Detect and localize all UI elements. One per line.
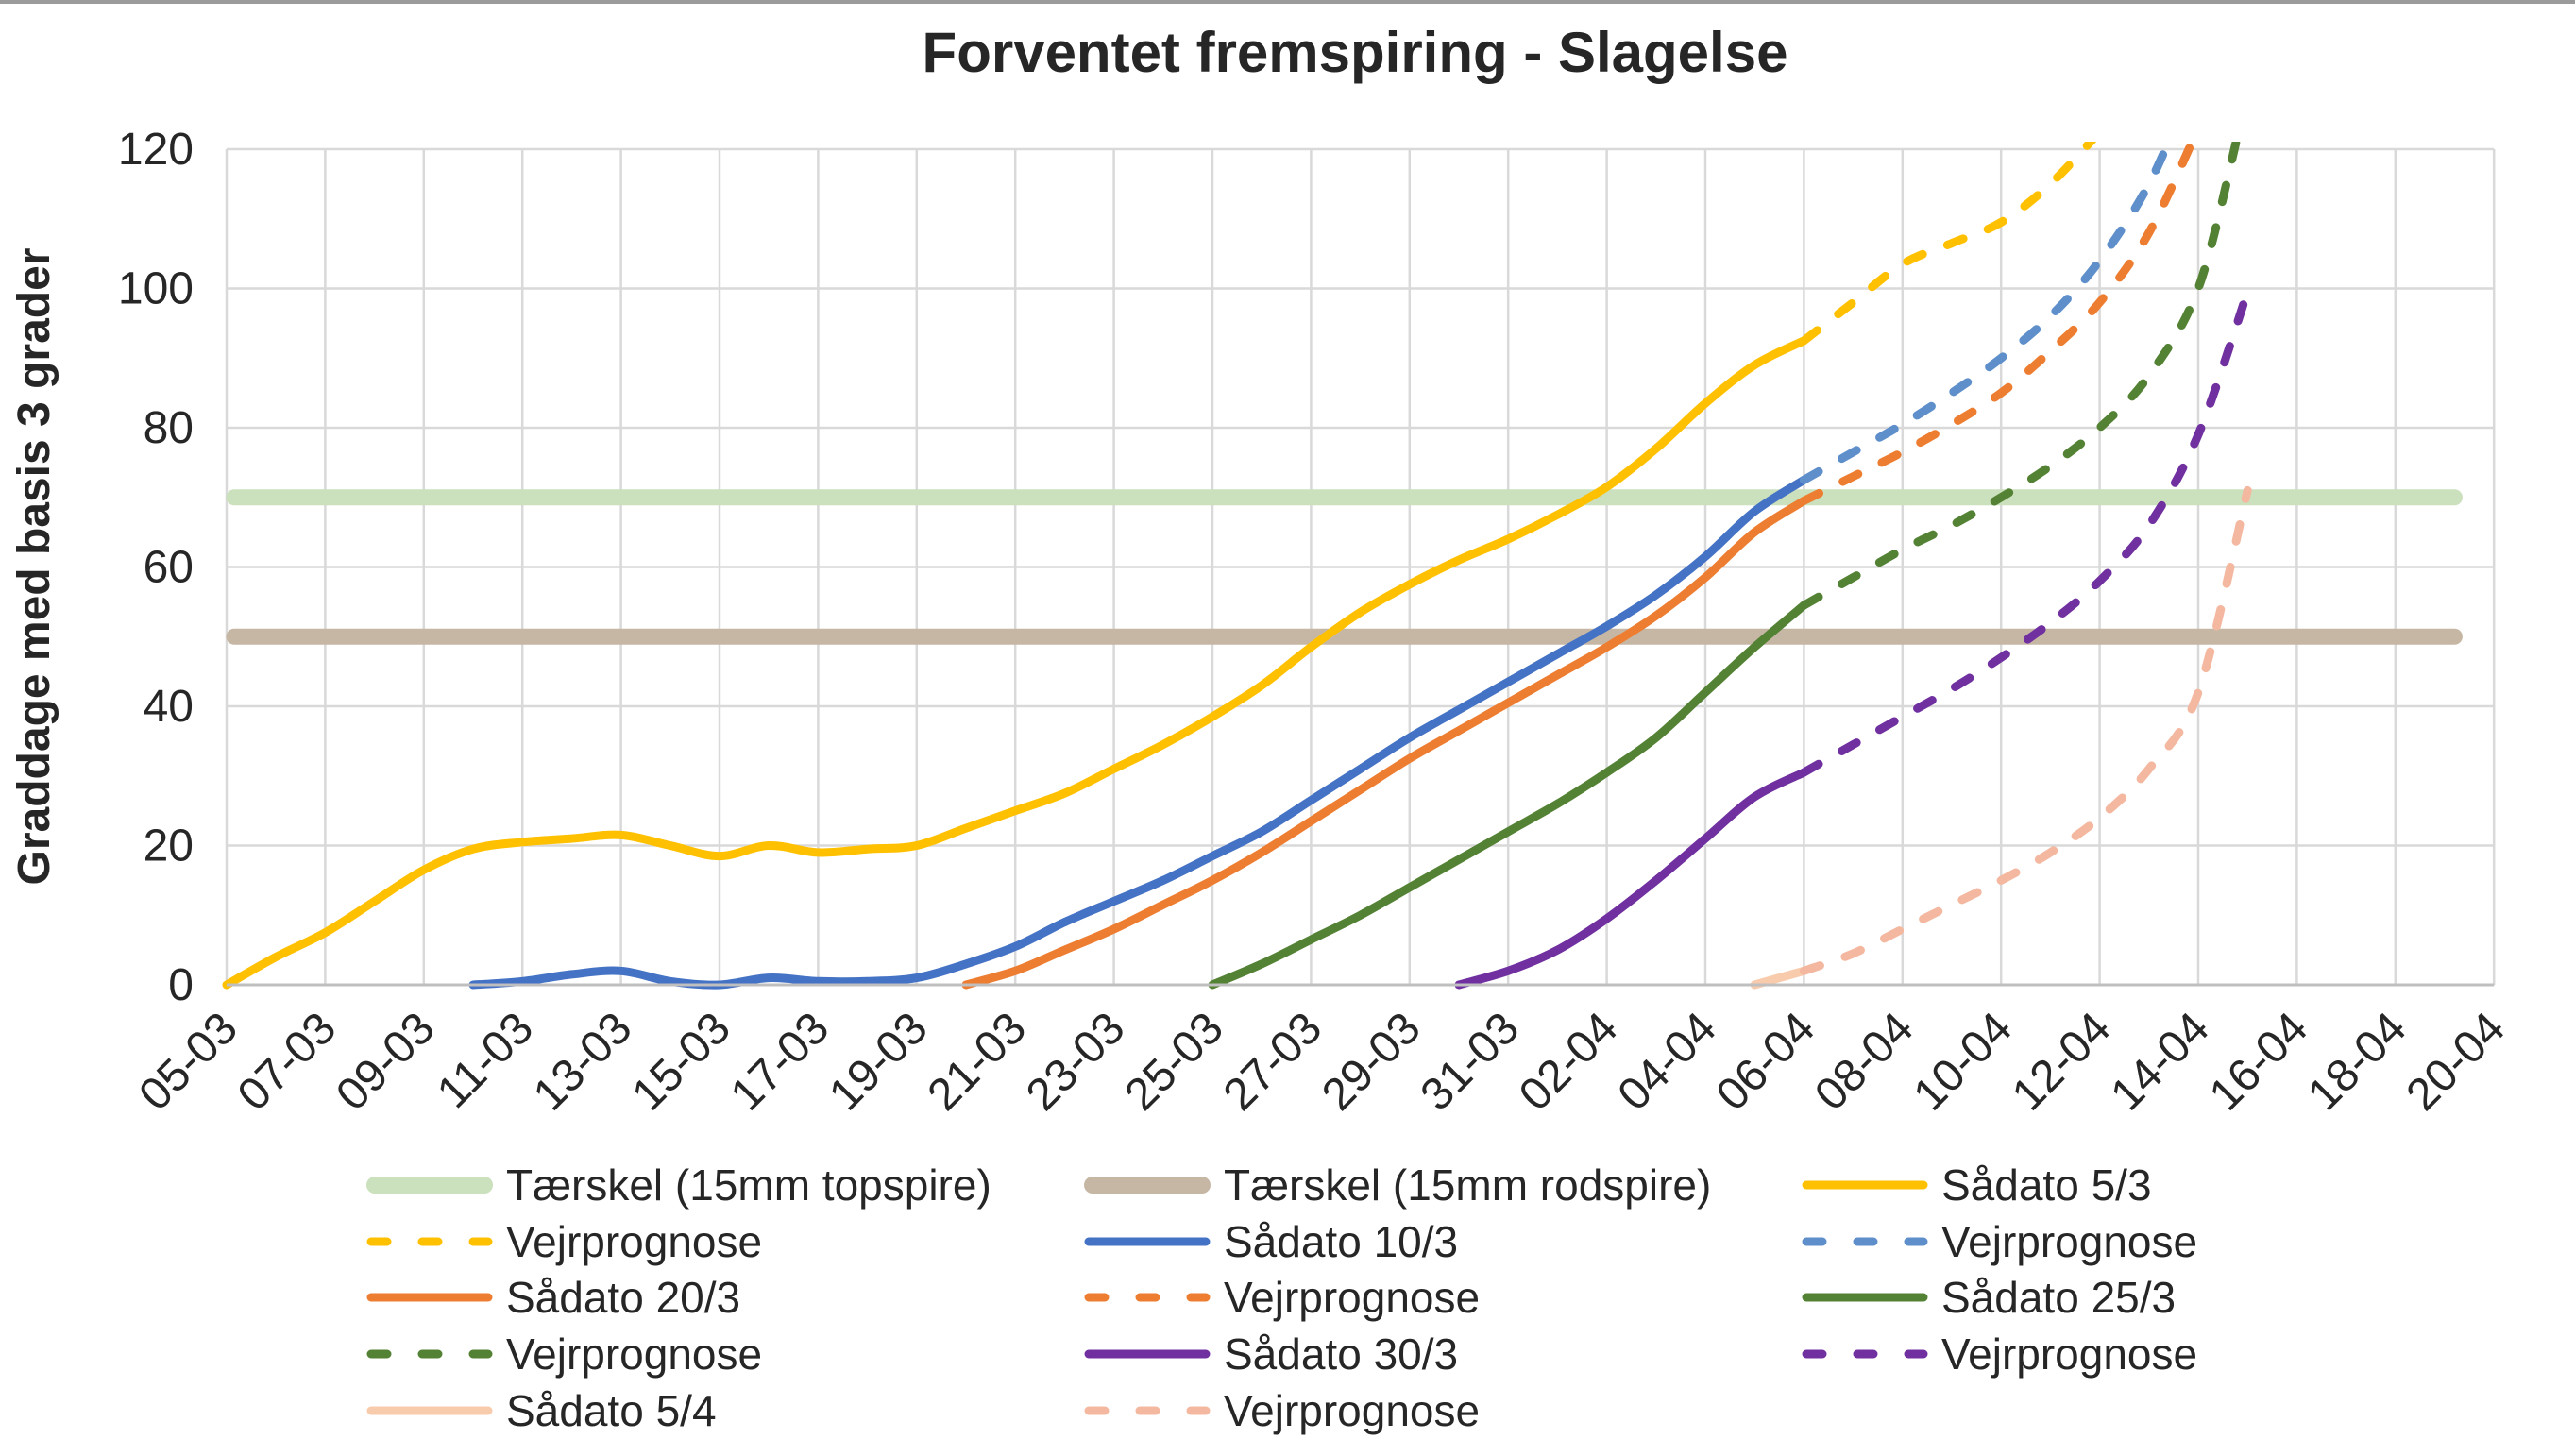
x-tick-label-19-03: 19-03 <box>820 1003 937 1120</box>
legend-label: Sådato 5/3 <box>1941 1160 2152 1210</box>
x-tick-label-12-04: 12-04 <box>2003 1003 2120 1120</box>
legend-label: Vejrprognose <box>506 1217 762 1266</box>
x-axis-tick-labels: 05-0307-0309-0311-0313-0315-0317-0319-03… <box>129 1003 2514 1120</box>
x-tick-label-02-04: 02-04 <box>1510 1003 1627 1120</box>
series-vejrprognose-forecast-9 <box>1799 142 2241 610</box>
chart-legend: Tærskel (15mm topspire) Tærskel (15mm rod… <box>366 1160 2197 1435</box>
y-tick-label-120: 120 <box>118 125 194 175</box>
x-tick-label-20-04: 20-04 <box>2397 1003 2515 1120</box>
series-s-dato-30-3 <box>1454 768 1808 990</box>
legend-label: Vejrprognose <box>1941 1329 2197 1379</box>
series-vejrprognose-forecast-10 <box>1799 287 2252 777</box>
legend-label: Vejrprognose <box>1224 1273 1480 1322</box>
y-tick-label-60: 60 <box>144 543 194 593</box>
legend-item-s-dato-30-3-10: Sådato 30/3 <box>1084 1329 1458 1379</box>
x-tick-label-21-03: 21-03 <box>919 1003 1036 1120</box>
legend-item-vejrprognose-3: Vejrprognose <box>366 1217 762 1266</box>
y-tick-label-100: 100 <box>118 264 194 314</box>
x-tick-label-09-03: 09-03 <box>327 1003 444 1120</box>
legend-label: Sådato 30/3 <box>1224 1329 1458 1379</box>
legend-item-s-dato-5-4-12: Sådato 5/4 <box>366 1386 717 1435</box>
x-tick-label-07-03: 07-03 <box>229 1003 346 1120</box>
y-tick-label-20: 20 <box>144 821 194 872</box>
legend-item-s-dato-5-3-2: Sådato 5/3 <box>1802 1160 2152 1210</box>
x-tick-label-27-03: 27-03 <box>1214 1003 1331 1120</box>
series-s-dato-10-3 <box>468 475 1808 990</box>
x-tick-label-05-03: 05-03 <box>129 1003 246 1120</box>
y-axis-tick-labels: 0 20 40 60 80 100 120 <box>118 125 194 1010</box>
legend-item-t-rskel-15mm-topspire-0: Tærskel (15mm topspire) <box>366 1160 991 1210</box>
x-tick-label-18-04: 18-04 <box>2298 1003 2415 1120</box>
x-tick-label-15-03: 15-03 <box>622 1003 739 1120</box>
x-tick-label-11-03: 11-03 <box>428 1003 543 1118</box>
legend-item-t-rskel-15mm-rodspire-1: Tærskel (15mm rodspire) <box>1084 1160 1711 1210</box>
legend-label: Vejrprognose <box>506 1329 762 1379</box>
legend-item-s-dato-20-3-6: Sådato 20/3 <box>366 1273 740 1322</box>
series-vejrprognose-forecast-11 <box>1799 485 2252 975</box>
series-s-dato-5-3 <box>222 336 1808 990</box>
legend-item-s-dato-10-3-4: Sådato 10/3 <box>1084 1217 1458 1266</box>
x-tick-label-13-03: 13-03 <box>524 1003 641 1120</box>
threshold-bands <box>226 489 2463 645</box>
legend-label: Tærskel (15mm topspire) <box>506 1160 991 1210</box>
legend-label: Vejrprognose <box>1941 1217 2197 1266</box>
series-s-dato-20-3 <box>961 496 1808 990</box>
x-tick-label-25-03: 25-03 <box>1115 1003 1232 1120</box>
x-tick-label-31-03: 31-03 <box>1412 1003 1529 1120</box>
legend-item-vejrprognose-5: Vejrprognose <box>1802 1217 2197 1266</box>
legend-label: Vejrprognose <box>1224 1386 1480 1435</box>
x-tick-label-23-03: 23-03 <box>1017 1003 1134 1120</box>
y-tick-label-0: 0 <box>168 960 194 1010</box>
legend-item-vejrprognose-9: Vejrprognose <box>366 1329 762 1379</box>
legend-label: Sådato 5/4 <box>506 1386 717 1435</box>
y-tick-label-80: 80 <box>144 403 194 453</box>
legend-label: Sådato 20/3 <box>506 1273 740 1322</box>
x-tick-label-04-04: 04-04 <box>1608 1003 1725 1120</box>
legend-item-vejrprognose-7: Vejrprognose <box>1084 1273 1480 1322</box>
x-tick-label-08-04: 08-04 <box>1805 1003 1923 1120</box>
legend-label: Tærskel (15mm rodspire) <box>1224 1160 1711 1210</box>
x-tick-label-17-03: 17-03 <box>721 1003 839 1120</box>
legend-item-s-dato-25-3-8: Sådato 25/3 <box>1802 1273 2176 1322</box>
series-s-dato-25-3 <box>1208 601 1808 990</box>
x-tick-label-29-03: 29-03 <box>1313 1003 1430 1120</box>
gridlines <box>225 147 2496 987</box>
series-vejrprognose-forecast-7 <box>1799 142 2174 484</box>
x-tick-label-16-04: 16-04 <box>2200 1003 2317 1120</box>
series-vejrprognose-forecast-6 <box>1799 142 2097 346</box>
legend-item-vejrprognose-11: Vejrprognose <box>1802 1329 2197 1379</box>
data-series <box>222 142 2252 990</box>
legend-label: Sådato 25/3 <box>1941 1273 2176 1322</box>
window-top-edge <box>0 0 2575 4</box>
y-tick-label-40: 40 <box>144 682 194 732</box>
series-vejrprognose-forecast-8 <box>1799 142 2197 505</box>
chart-title: Forventet fremspiring - Slagelse <box>923 21 1788 84</box>
y-axis-title: Graddage med basis 3 grader <box>9 248 59 886</box>
legend-label: Sådato 10/3 <box>1224 1217 1458 1266</box>
x-tick-label-10-04: 10-04 <box>1905 1003 2022 1120</box>
x-tick-label-14-04: 14-04 <box>2101 1003 2218 1120</box>
legend-item-vejrprognose-13: Vejrprognose <box>1084 1386 1480 1435</box>
x-tick-label-06-04: 06-04 <box>1707 1003 1824 1120</box>
series-s-dato-5-4 <box>1750 966 1808 990</box>
